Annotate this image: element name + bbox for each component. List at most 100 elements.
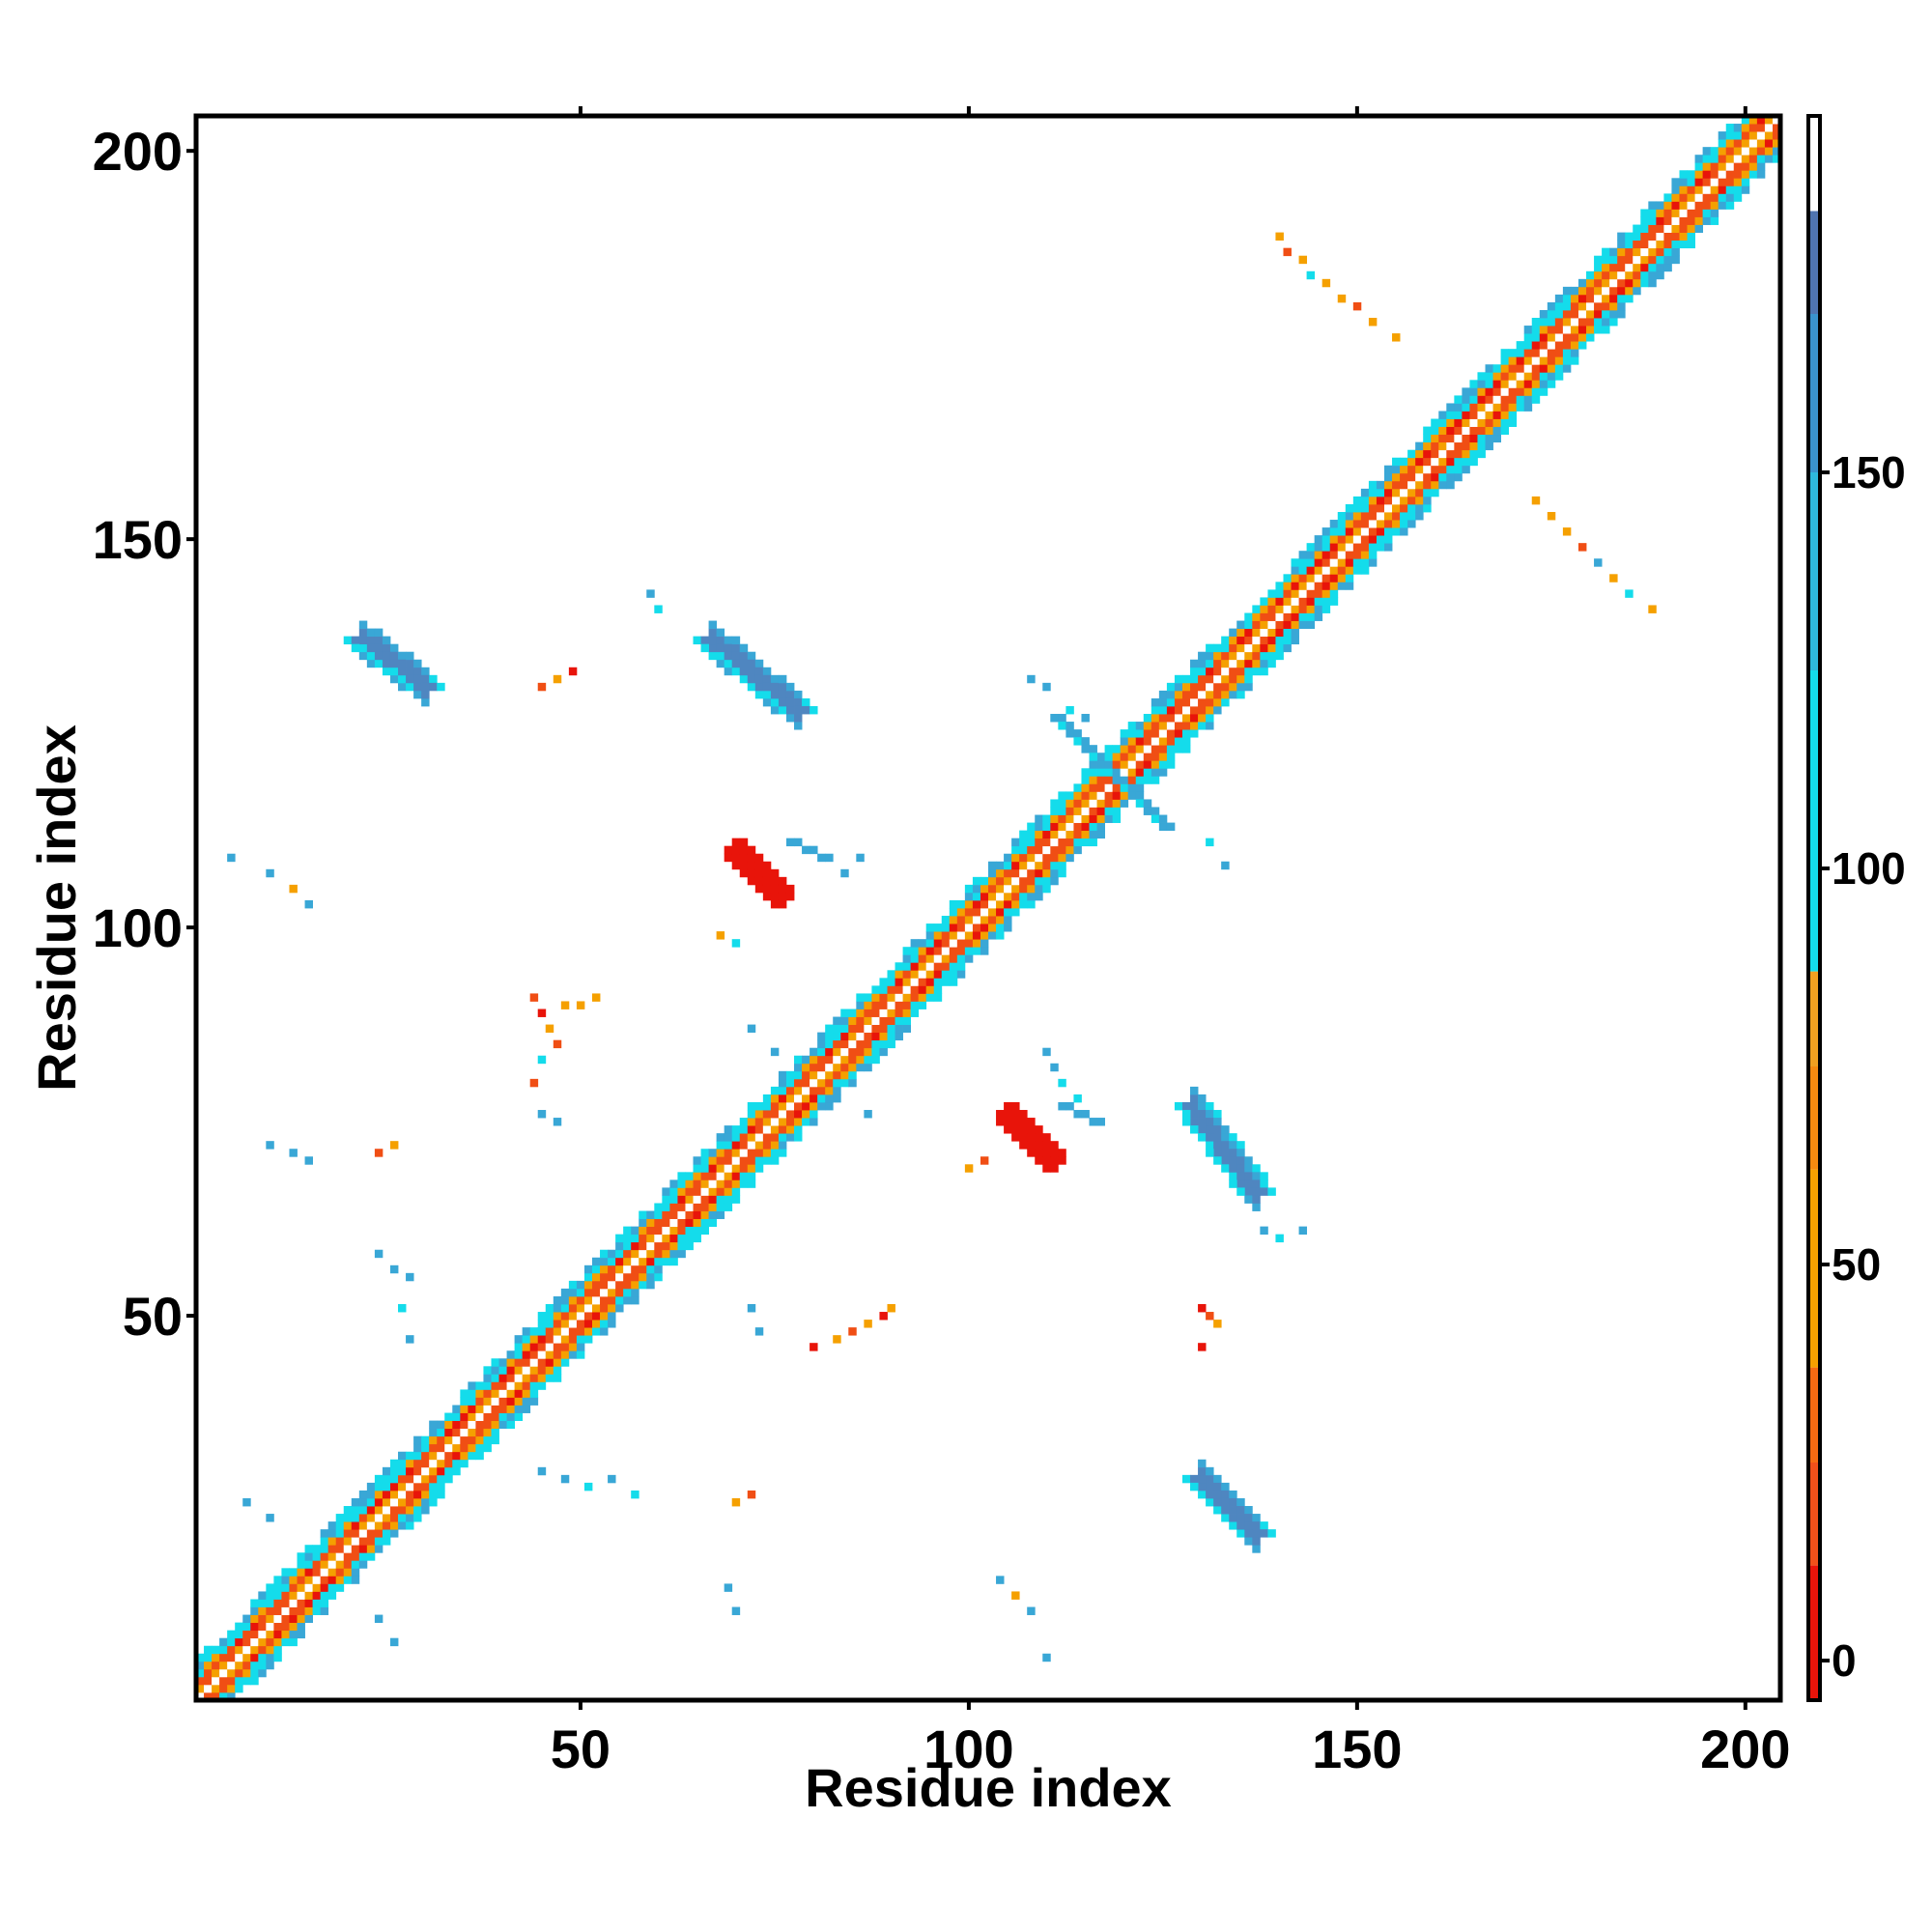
heatmap-cell bbox=[1539, 333, 1548, 342]
heatmap-cell bbox=[1702, 216, 1712, 225]
heatmap-cell bbox=[724, 667, 733, 676]
heatmap-cell bbox=[374, 1521, 384, 1530]
heatmap-cell bbox=[475, 1451, 484, 1461]
heatmap-cell bbox=[1229, 636, 1237, 645]
heatmap-cell bbox=[406, 1466, 414, 1476]
heatmap-cell bbox=[1594, 318, 1603, 327]
heatmap-cell bbox=[553, 1118, 562, 1126]
heatmap-cell bbox=[817, 1039, 826, 1049]
heatmap-cell bbox=[545, 1327, 554, 1336]
heatmap-cell bbox=[1415, 496, 1424, 505]
heatmap-cell bbox=[1181, 729, 1191, 738]
heatmap-cell bbox=[817, 1055, 826, 1065]
heatmap-cell bbox=[1423, 434, 1432, 443]
heatmap-cell bbox=[754, 1125, 764, 1134]
heatmap-cell bbox=[716, 1149, 725, 1157]
heatmap-cell bbox=[1368, 543, 1378, 552]
heatmap-cell bbox=[1174, 690, 1183, 699]
heatmap-cell bbox=[1702, 178, 1712, 186]
heatmap-cell bbox=[1004, 868, 1012, 878]
heatmap-cell bbox=[320, 1560, 329, 1569]
heatmap-cell bbox=[1198, 1133, 1207, 1142]
heatmap-cell bbox=[856, 1009, 865, 1017]
heatmap-cell bbox=[996, 899, 1005, 909]
heatmap-cell bbox=[794, 1086, 803, 1095]
heatmap-cell bbox=[956, 923, 966, 932]
heatmap-cell bbox=[716, 651, 725, 661]
heatmap-cell bbox=[794, 1101, 803, 1111]
heatmap-cell bbox=[1531, 372, 1541, 381]
heatmap-cell bbox=[1096, 753, 1105, 761]
heatmap-cell bbox=[1718, 193, 1727, 202]
heatmap-cell bbox=[856, 853, 865, 863]
heatmap-cell bbox=[1306, 597, 1316, 606]
heatmap-cell bbox=[1229, 1514, 1237, 1522]
heatmap-cell bbox=[794, 1110, 803, 1119]
heatmap-cell bbox=[980, 923, 989, 932]
heatmap-cell bbox=[1283, 582, 1292, 590]
heatmap-cell bbox=[864, 1110, 872, 1119]
heatmap-cell bbox=[1562, 356, 1572, 365]
heatmap-cell bbox=[437, 1482, 445, 1492]
heatmap-cell bbox=[646, 1226, 655, 1236]
heatmap-cell bbox=[739, 651, 749, 661]
heatmap-cell bbox=[312, 1576, 322, 1584]
heatmap-cell bbox=[1446, 418, 1455, 427]
heatmap-cell bbox=[1547, 301, 1556, 311]
heatmap-cell bbox=[770, 674, 780, 684]
heatmap-cell bbox=[848, 1024, 857, 1034]
heatmap-cell bbox=[754, 690, 764, 699]
heatmap-cell bbox=[366, 1545, 376, 1553]
heatmap-cell bbox=[1229, 1521, 1237, 1530]
heatmap-cell bbox=[429, 1435, 438, 1445]
heatmap-cell bbox=[1198, 674, 1207, 684]
heatmap-cell bbox=[708, 1164, 718, 1173]
heatmap-cell bbox=[1500, 403, 1510, 412]
heatmap-cell bbox=[1229, 1149, 1237, 1157]
heatmap-cell bbox=[421, 682, 430, 692]
heatmap-cell bbox=[1050, 830, 1059, 839]
heatmap-cell bbox=[1454, 472, 1463, 482]
heatmap-cell bbox=[498, 1389, 507, 1398]
heatmap-cell bbox=[1586, 286, 1595, 296]
heatmap-cell bbox=[1050, 1156, 1059, 1165]
heatmap-cell bbox=[327, 1591, 337, 1600]
heatmap-cell bbox=[980, 1156, 989, 1165]
heatmap-cell bbox=[398, 1459, 407, 1468]
heatmap-cell bbox=[483, 1381, 492, 1390]
heatmap-cell bbox=[1687, 185, 1695, 194]
heatmap-cell bbox=[304, 1614, 313, 1624]
heatmap-cell bbox=[266, 1583, 274, 1592]
heatmap-cell bbox=[887, 978, 895, 986]
heatmap-cell bbox=[1027, 892, 1036, 901]
heatmap-cell bbox=[1547, 309, 1556, 319]
heatmap-cell bbox=[1562, 364, 1572, 373]
heatmap-cell bbox=[1081, 830, 1090, 839]
heatmap-cell bbox=[1485, 426, 1493, 436]
heatmap-cell bbox=[1229, 643, 1237, 653]
heatmap-cell bbox=[646, 1280, 655, 1290]
heatmap-cell bbox=[654, 1272, 663, 1282]
heatmap-cell bbox=[1042, 822, 1051, 832]
heatmap-cell bbox=[600, 1264, 609, 1274]
heatmap-cell bbox=[1143, 729, 1152, 738]
heatmap-cell bbox=[1539, 380, 1548, 388]
heatmap-cell bbox=[1633, 270, 1641, 280]
heatmap-cell bbox=[654, 1264, 663, 1274]
heatmap-cell bbox=[1190, 729, 1199, 738]
heatmap-cell bbox=[608, 1320, 616, 1328]
heatmap-cell bbox=[1096, 1118, 1105, 1126]
heatmap-cell bbox=[615, 1288, 624, 1297]
heatmap-cell bbox=[747, 1110, 756, 1119]
heatmap-cell bbox=[266, 1141, 274, 1150]
heatmap-cell bbox=[1073, 814, 1082, 823]
heatmap-cell bbox=[1143, 745, 1152, 753]
heatmap-cell bbox=[770, 1094, 780, 1103]
heatmap-cell bbox=[1190, 1474, 1199, 1484]
heatmap-cell bbox=[1462, 387, 1470, 396]
heatmap-cell bbox=[724, 853, 733, 863]
heatmap-cell bbox=[444, 1474, 453, 1484]
heatmap-cell bbox=[1190, 690, 1199, 699]
heatmap-cell bbox=[1252, 636, 1261, 645]
heatmap-cell bbox=[662, 1241, 670, 1251]
